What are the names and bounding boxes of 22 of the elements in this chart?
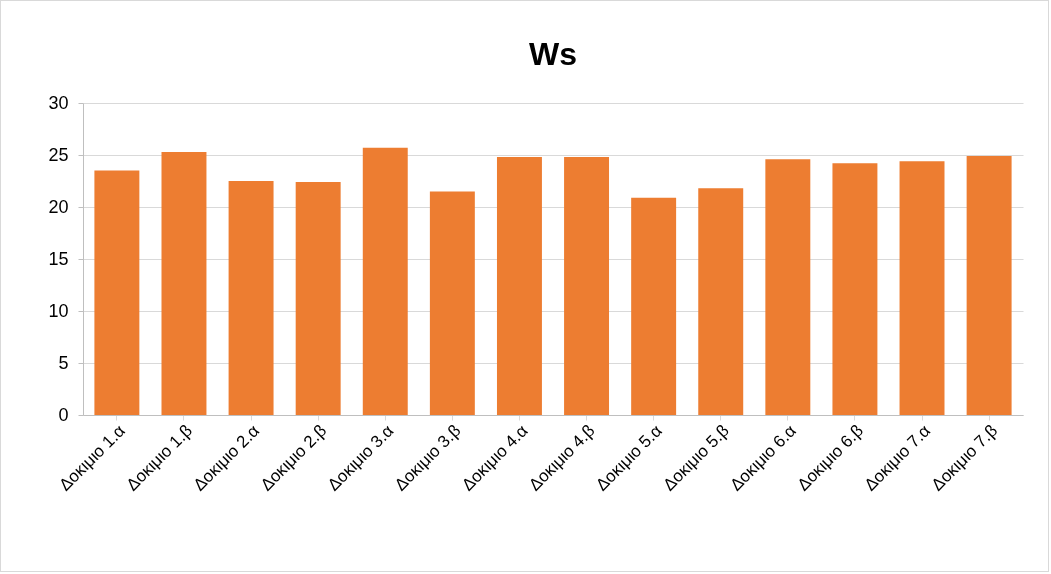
bar <box>161 151 207 415</box>
y-tick-label: 20 <box>48 196 69 217</box>
bar <box>94 170 140 415</box>
bar <box>899 161 945 415</box>
bar <box>698 188 744 415</box>
bar <box>966 156 1012 415</box>
y-tick-label: 25 <box>48 144 69 165</box>
bar <box>496 157 542 415</box>
bar <box>631 197 677 415</box>
bar <box>832 163 878 415</box>
y-tick-label: 30 <box>48 92 69 113</box>
y-tick-label: 5 <box>58 352 69 373</box>
bar <box>765 159 811 415</box>
bar <box>295 182 341 415</box>
chart-title: Ws <box>529 36 577 72</box>
y-tick-label: 15 <box>48 248 69 269</box>
bar <box>429 191 475 415</box>
y-tick-label: 0 <box>58 404 69 425</box>
bar <box>362 147 408 415</box>
y-tick-label: 10 <box>48 300 69 321</box>
bar <box>564 157 610 415</box>
bar <box>228 181 274 415</box>
